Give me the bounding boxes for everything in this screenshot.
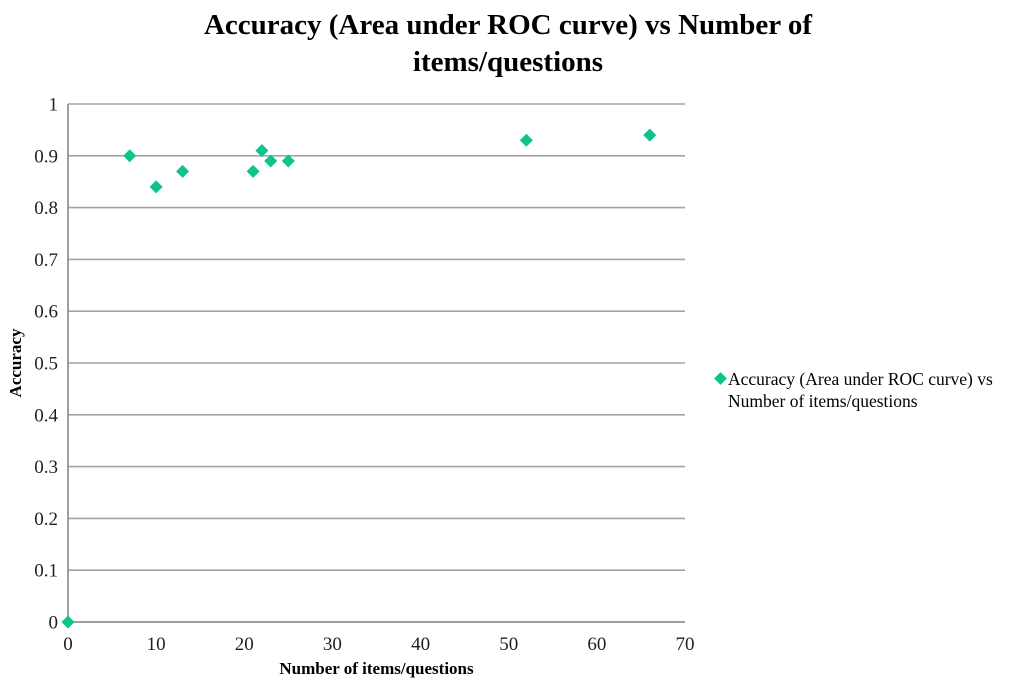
data-point [519, 133, 533, 147]
y-tick-label: 0.8 [34, 198, 58, 219]
y-tick-label: 0.7 [34, 250, 58, 271]
y-tick-label: 0.4 [34, 405, 58, 426]
data-point [149, 180, 163, 194]
x-tick-label: 70 [676, 634, 695, 655]
data-point [281, 154, 295, 168]
y-tick-label: 0.3 [34, 457, 58, 478]
legend: Accuracy (Area under ROC curve) vs Numbe… [714, 368, 993, 412]
data-point [123, 149, 137, 163]
x-tick-label: 30 [323, 634, 342, 655]
x-tick-label: 10 [147, 634, 166, 655]
chart-title: Accuracy (Area under ROC curve) vs Numbe… [203, 9, 813, 78]
data-point [255, 144, 269, 158]
y-tick-label: 0.5 [34, 354, 58, 375]
data-point [264, 154, 278, 168]
x-axis-title: Number of items/questions [279, 659, 474, 678]
y-tick-label: 0.9 [34, 146, 58, 167]
y-tick-label: 1 [49, 95, 59, 116]
legend-diamond-icon [714, 372, 727, 385]
x-tick-label: 50 [499, 634, 518, 655]
y-tick-label: 0.6 [34, 302, 58, 323]
legend-label: Accuracy (Area under ROC curve) vs Numbe… [728, 369, 993, 411]
data-point [61, 615, 75, 629]
x-tick-label: 40 [411, 634, 430, 655]
y-tick-label: 0.2 [34, 509, 58, 530]
y-tick-label: 0.1 [34, 561, 58, 582]
y-axis-title: Accuracy [6, 328, 25, 398]
x-tick-label: 20 [235, 634, 254, 655]
y-tick-label: 0 [49, 613, 59, 634]
x-tick-label: 60 [587, 634, 606, 655]
x-tick-label: 0 [63, 634, 73, 655]
data-point [176, 164, 190, 178]
data-point [246, 164, 260, 178]
data-point [643, 128, 657, 142]
